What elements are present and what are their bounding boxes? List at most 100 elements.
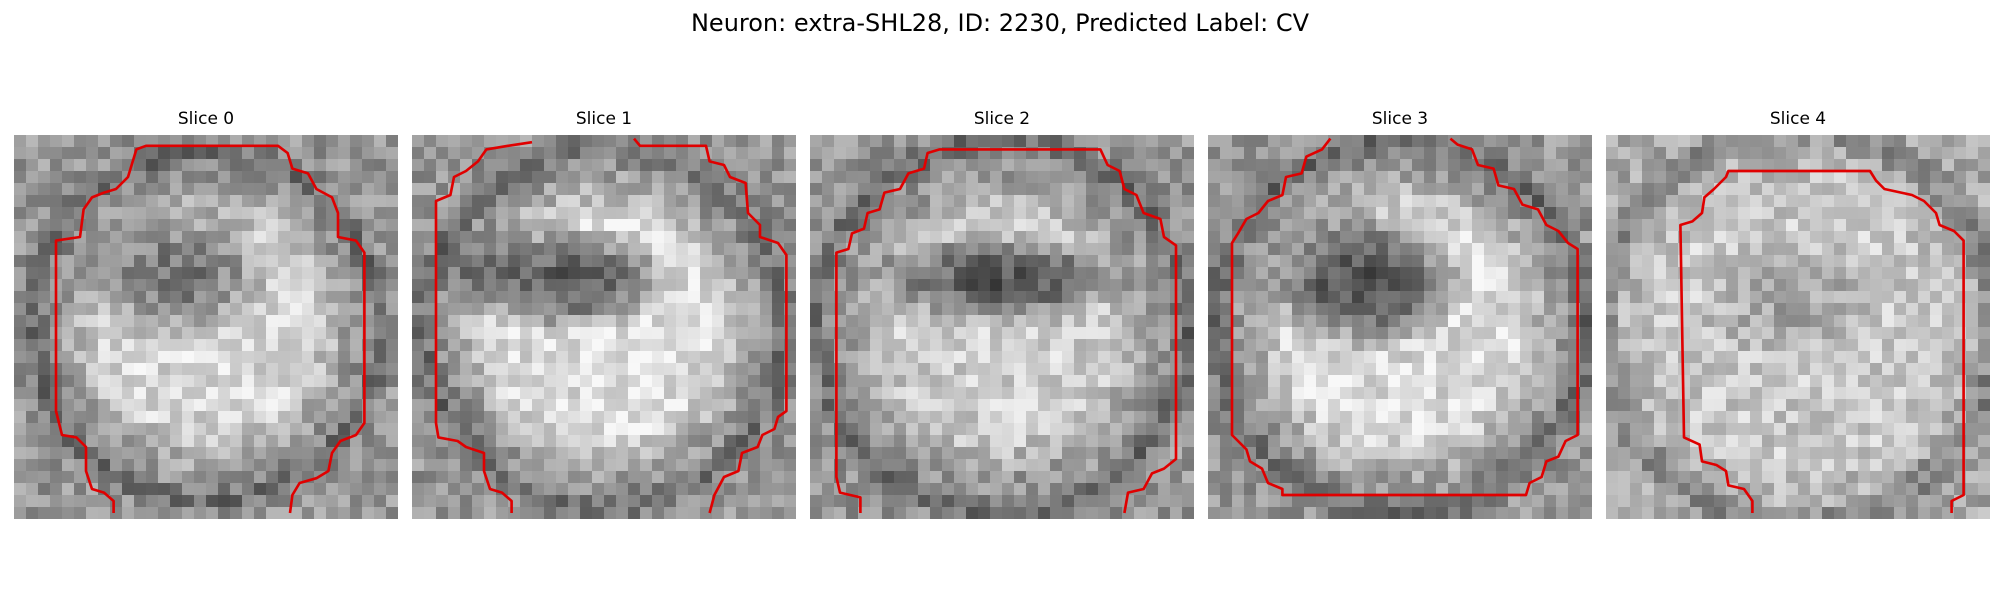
pixel	[1654, 411, 1667, 424]
pixel	[1074, 423, 1087, 436]
pixel	[1062, 231, 1075, 244]
pixel	[664, 303, 677, 316]
pixel	[1328, 135, 1341, 148]
pixel	[1352, 243, 1365, 256]
pixel	[1074, 363, 1087, 376]
pixel	[772, 267, 785, 280]
pixel	[254, 399, 267, 412]
pixel	[1304, 279, 1317, 292]
pixel	[1014, 339, 1027, 352]
pixel	[568, 195, 581, 208]
pixel	[1606, 435, 1619, 448]
pixel	[870, 327, 883, 340]
pixel	[1846, 219, 1859, 232]
pixel	[520, 447, 533, 460]
pixel	[652, 351, 665, 364]
pixel	[1182, 375, 1194, 388]
pixel	[1268, 399, 1281, 412]
pixel	[688, 255, 701, 268]
pixel	[290, 243, 303, 256]
pixel	[846, 351, 859, 364]
pixel	[858, 171, 871, 184]
pixel	[772, 159, 785, 172]
pixel	[1086, 195, 1099, 208]
pixel	[1942, 399, 1955, 412]
pixel	[604, 267, 617, 280]
pixel	[146, 471, 159, 484]
pixel	[1786, 375, 1799, 388]
pixel	[676, 195, 689, 208]
pixel	[966, 351, 979, 364]
pixel	[990, 315, 1003, 328]
pixel	[496, 291, 509, 304]
pixel	[784, 207, 796, 220]
pixel	[1846, 195, 1859, 208]
pixel	[556, 339, 569, 352]
pixel	[894, 471, 907, 484]
pixel	[1038, 303, 1051, 316]
pixel	[1110, 375, 1123, 388]
pixel	[1774, 351, 1787, 364]
pixel	[146, 447, 159, 460]
pixel	[26, 423, 39, 436]
pixel	[1532, 447, 1545, 460]
pixel	[1750, 303, 1763, 316]
pixel	[640, 219, 653, 232]
pixel	[26, 459, 39, 472]
pixel	[1280, 435, 1293, 448]
pixel	[386, 315, 398, 328]
pixel	[194, 351, 207, 364]
pixel	[374, 387, 387, 400]
pixel	[532, 339, 545, 352]
pixel	[1810, 207, 1823, 220]
pixel	[700, 435, 713, 448]
pixel	[822, 267, 835, 280]
pixel	[616, 135, 629, 148]
pixel	[218, 363, 231, 376]
pixel	[1894, 291, 1907, 304]
pixel	[906, 231, 919, 244]
pixel	[1496, 423, 1509, 436]
pixel	[254, 495, 267, 508]
pixel	[1400, 279, 1413, 292]
slice-panel-4: Slice 4	[1606, 108, 1990, 519]
pixel	[712, 423, 725, 436]
pixel	[1364, 135, 1377, 148]
pixel	[760, 327, 773, 340]
pixel	[918, 507, 931, 519]
pixel	[424, 315, 437, 328]
pixel	[1750, 279, 1763, 292]
pixel	[1158, 399, 1171, 412]
pixel	[424, 171, 437, 184]
pixel	[448, 471, 461, 484]
pixel	[544, 495, 557, 508]
pixel	[1244, 483, 1257, 496]
pixel	[894, 135, 907, 148]
pixel	[1002, 423, 1015, 436]
pixel	[1376, 339, 1389, 352]
pixel	[1364, 255, 1377, 268]
pixel	[122, 195, 135, 208]
pixel	[278, 387, 291, 400]
pixel	[990, 375, 1003, 388]
pixel	[1642, 171, 1655, 184]
pixel	[424, 279, 437, 292]
pixel	[1508, 435, 1521, 448]
pixel	[1726, 195, 1739, 208]
pixel	[1906, 267, 1919, 280]
pixel	[1834, 315, 1847, 328]
pixel	[1316, 279, 1329, 292]
pixel	[472, 363, 485, 376]
pixel	[1966, 195, 1979, 208]
pixel	[26, 135, 39, 148]
pixel	[1002, 171, 1015, 184]
pixel	[1726, 267, 1739, 280]
pixel	[592, 507, 605, 519]
pixel	[1978, 171, 1990, 184]
pixel	[568, 207, 581, 220]
pixel	[26, 291, 39, 304]
pixel	[1544, 447, 1557, 460]
pixel	[1774, 375, 1787, 388]
pixel	[302, 231, 315, 244]
pixel	[822, 303, 835, 316]
